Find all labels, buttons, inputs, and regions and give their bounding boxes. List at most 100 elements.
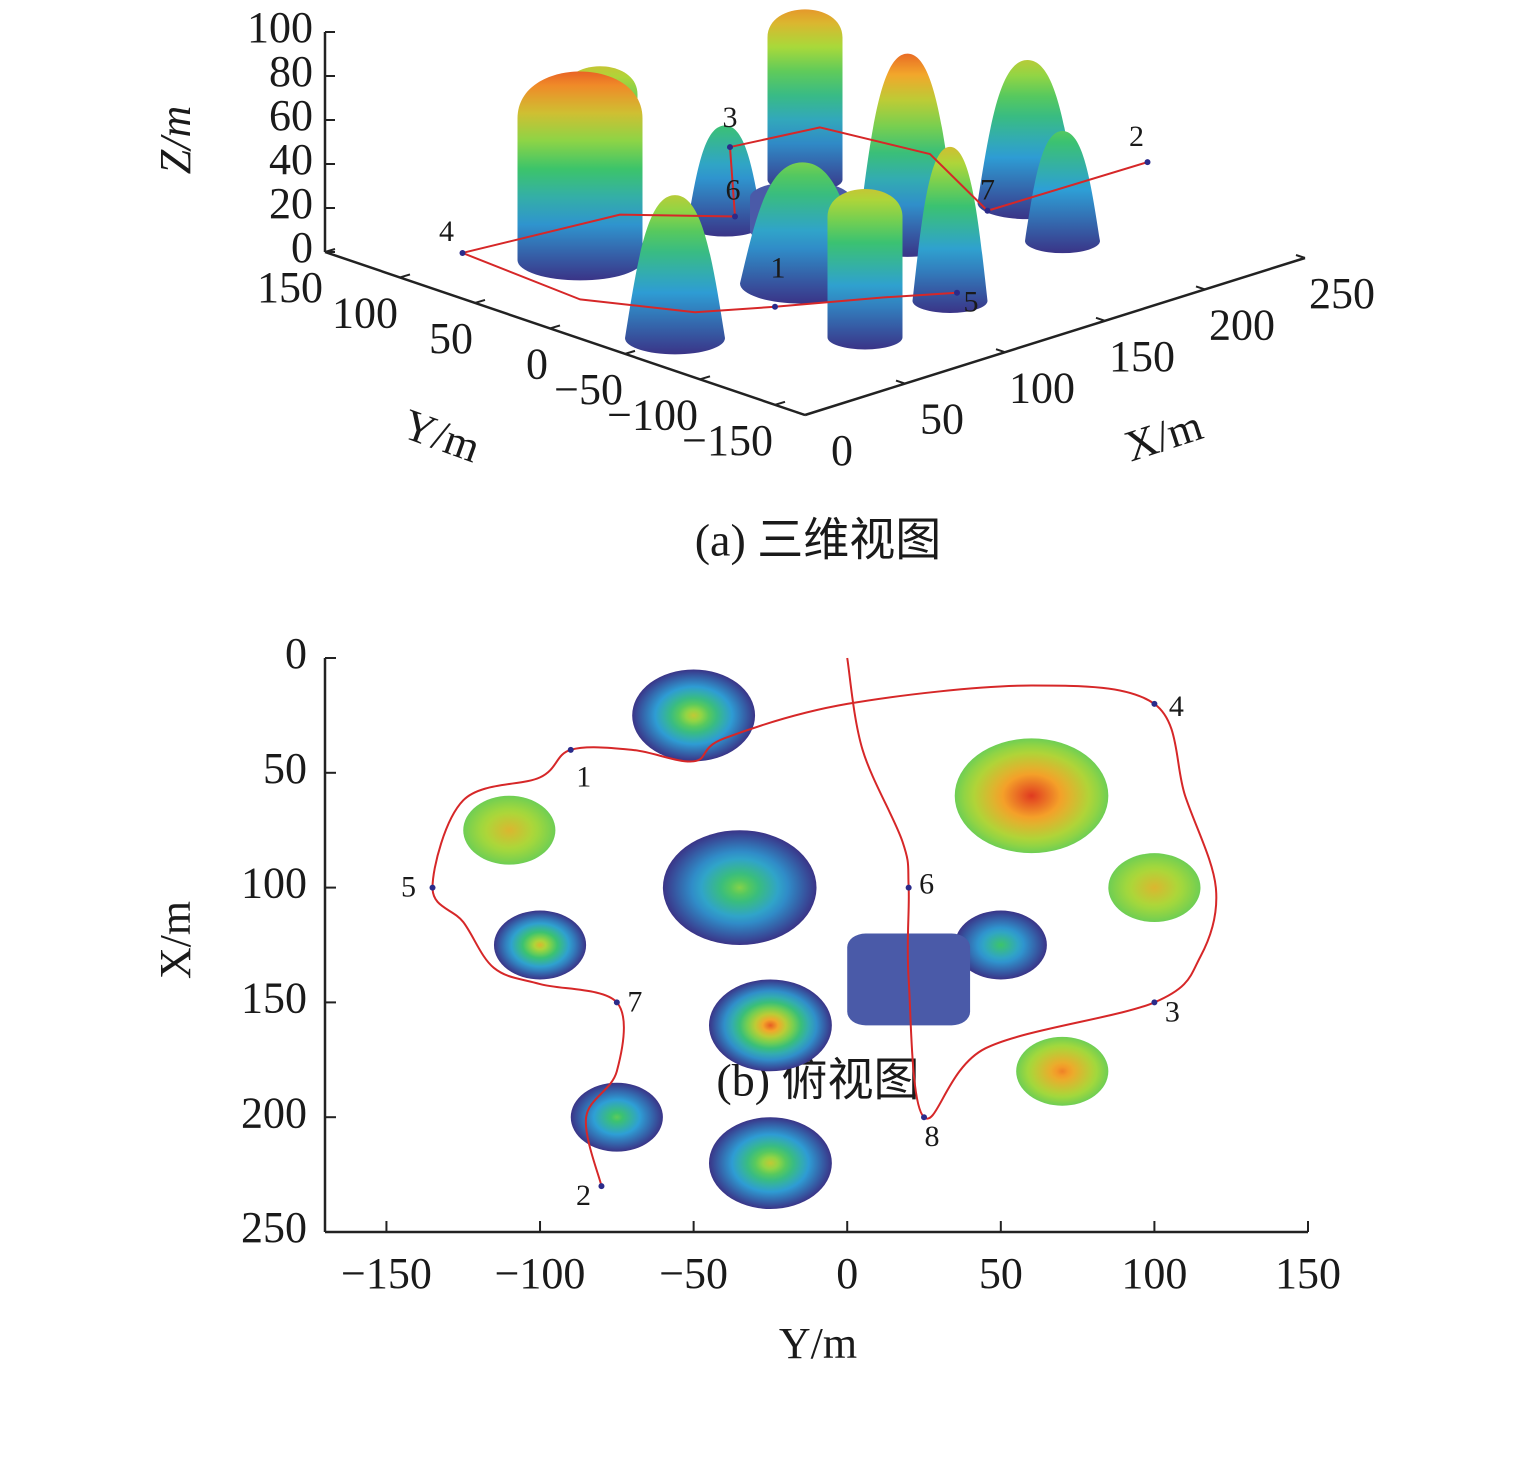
waypoint-label: 4 xyxy=(439,215,454,248)
x-axis-label: Y/m xyxy=(779,1319,857,1368)
obstacle xyxy=(493,910,587,980)
y-tick-label: −50 xyxy=(554,365,623,414)
y-tick-label: 250 xyxy=(241,1203,307,1252)
waypoint xyxy=(984,207,991,214)
z-tick-label: 20 xyxy=(269,179,313,228)
x-tick-label: −150 xyxy=(341,1249,432,1298)
x-tick xyxy=(1195,285,1206,291)
x-tick-label: 0 xyxy=(836,1249,858,1298)
z-tick-label: 100 xyxy=(247,3,313,52)
obstacle xyxy=(1108,853,1201,923)
obstacle-3d xyxy=(827,188,903,350)
x-axis xyxy=(804,256,1306,417)
waypoint xyxy=(954,289,960,296)
y-tick-label: 100 xyxy=(241,859,307,908)
waypoint xyxy=(772,303,778,310)
x-tick-label: 50 xyxy=(979,1249,1023,1298)
obstacle-3d xyxy=(625,195,725,355)
waypoint xyxy=(1144,159,1151,166)
path-line-3d xyxy=(462,126,1148,314)
x-tick xyxy=(1295,254,1306,259)
waypoint xyxy=(567,746,574,753)
y-tick xyxy=(774,400,786,406)
obstacle-3d xyxy=(1025,131,1100,254)
waypoint xyxy=(1151,999,1158,1006)
waypoint xyxy=(1151,700,1158,707)
waypoint xyxy=(598,1183,605,1190)
waypoint xyxy=(905,884,912,891)
y-tick-label: 50 xyxy=(263,744,307,793)
y-axis xyxy=(324,250,806,417)
x-tick-label: −100 xyxy=(495,1249,586,1298)
y-tick-label: −100 xyxy=(607,390,698,439)
y-tick-label: 200 xyxy=(241,1088,307,1137)
waypoint-label: 3 xyxy=(1165,995,1180,1028)
obstacle-3d xyxy=(912,146,988,313)
y-tick xyxy=(399,273,411,279)
x-tick xyxy=(995,348,1006,354)
y-tick-label: 100 xyxy=(332,289,398,338)
obstacle xyxy=(662,830,817,945)
obstacle-3d xyxy=(767,9,843,192)
waypoint-label: 3 xyxy=(723,101,738,134)
waypoint xyxy=(429,884,436,891)
waypoint-label: 8 xyxy=(925,1120,940,1153)
obstacle xyxy=(632,669,756,762)
caption-a: (a) 三维视图 xyxy=(695,515,942,566)
obstacle-3d xyxy=(517,71,643,281)
y-tick xyxy=(699,375,711,381)
x-tick xyxy=(895,379,906,385)
x-tick-label: 100 xyxy=(1009,363,1075,412)
waypoint-label: 7 xyxy=(627,985,642,1018)
waypoint xyxy=(921,1114,928,1121)
x-tick-label: −50 xyxy=(659,1249,728,1298)
waypoint-label: 2 xyxy=(576,1179,591,1212)
waypoint-label: 7 xyxy=(980,174,995,207)
waypoint xyxy=(459,249,466,256)
waypoint-label: 6 xyxy=(726,173,741,206)
x-tick-label: 250 xyxy=(1309,269,1375,318)
x-tick-label: 0 xyxy=(831,426,853,475)
obstacle xyxy=(1016,1036,1109,1106)
waypoint-label: 1 xyxy=(576,761,591,794)
y-tick xyxy=(474,298,486,304)
y-tick-label: 150 xyxy=(257,263,323,312)
obstacle xyxy=(570,1082,663,1152)
path-line xyxy=(431,657,1218,1187)
x-tick-label: 150 xyxy=(1109,332,1175,381)
z-tick-label: 60 xyxy=(269,91,313,140)
x-axis-label-3d: X/m xyxy=(1119,400,1209,471)
y-tick-label: 0 xyxy=(526,340,548,389)
z-tick-label: 0 xyxy=(291,223,313,272)
waypoint-label: 5 xyxy=(401,870,416,903)
obstacle xyxy=(463,795,556,865)
waypoint-label: 5 xyxy=(964,286,979,319)
y-tick-label: −150 xyxy=(682,416,773,465)
y-tick xyxy=(549,324,561,330)
x-tick-label: 150 xyxy=(1275,1249,1341,1298)
obstacle xyxy=(708,979,832,1072)
waypoint-label: 4 xyxy=(1169,690,1184,723)
waypoint-label: 2 xyxy=(1129,120,1144,153)
y-tick xyxy=(624,349,636,355)
x-tick-label: 100 xyxy=(1121,1249,1187,1298)
waypoint xyxy=(727,144,733,151)
x-tick xyxy=(795,411,806,416)
z-tick-label: 80 xyxy=(269,47,313,96)
x-tick xyxy=(1095,316,1106,322)
x-tick-label: 200 xyxy=(1209,300,1275,349)
waypoint-label: 6 xyxy=(919,867,934,900)
waypoint xyxy=(732,213,738,220)
y-tick-label: 150 xyxy=(241,973,307,1022)
waypoint-label: 1 xyxy=(771,252,786,285)
waypoint xyxy=(613,999,620,1006)
x-tick-label: 50 xyxy=(920,395,964,444)
obstacle xyxy=(708,1117,832,1210)
y-tick-label: 50 xyxy=(429,314,473,363)
obstacle xyxy=(954,738,1109,854)
y-axis-label-3d: Y/m xyxy=(396,399,486,472)
z-tick-label: 40 xyxy=(269,135,313,184)
obstacle xyxy=(954,910,1047,980)
y-axis-label: X/m xyxy=(151,901,200,979)
